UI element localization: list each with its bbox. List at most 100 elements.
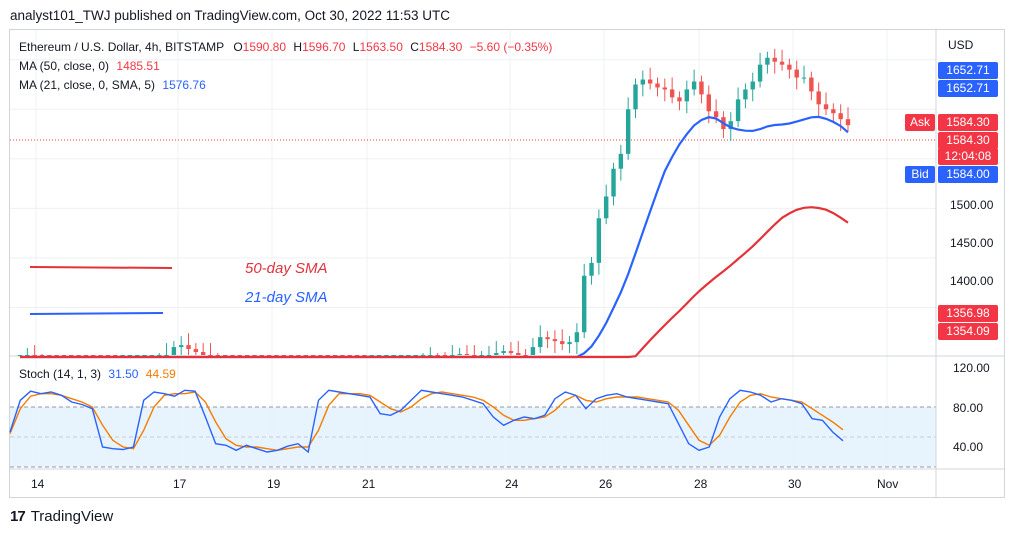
candle-body	[69, 355, 74, 356]
time-tick: 24	[505, 477, 519, 491]
candle-body	[772, 57, 777, 62]
candle-body	[186, 345, 191, 350]
candle-body	[472, 355, 477, 356]
candle-body	[501, 351, 506, 354]
ma21-legend-value: 1576.76	[162, 78, 206, 92]
price-tick-1450: 1450.00	[950, 236, 994, 250]
candle-body	[384, 355, 389, 356]
sma50-annotation: 50-day SMA	[245, 260, 328, 277]
candle-body	[25, 355, 30, 356]
candle-body	[567, 342, 572, 345]
candle-body	[428, 355, 433, 356]
candle-body	[193, 349, 199, 353]
time-tick: Nov	[877, 477, 899, 491]
candle-body	[633, 84, 638, 110]
ohlc-low: 1563.50	[359, 40, 403, 54]
ma50-legend[interactable]: MA (50, close, 0) 1485.51	[19, 59, 160, 73]
stoch-d-line	[9, 391, 844, 452]
candle-body	[823, 104, 829, 110]
candle-body	[83, 355, 89, 356]
candle-body	[149, 355, 155, 356]
candle-body	[516, 353, 521, 355]
candle-body	[596, 218, 602, 263]
candle-body	[91, 355, 96, 356]
bid-value: 1584.00	[938, 166, 998, 183]
stoch-legend-label: Stoch (14, 1, 3)	[19, 367, 102, 381]
stoch-legend[interactable]: Stoch (14, 1, 3) 31.50 44.59	[19, 367, 176, 381]
candle-body	[603, 196, 609, 219]
candle-body	[589, 262, 594, 276]
candle-body	[61, 355, 67, 356]
price-tick-1500: 1500.00	[950, 198, 994, 212]
candle-body	[259, 355, 265, 356]
candle-body	[208, 355, 213, 356]
candle-body	[794, 69, 799, 78]
candle-body	[479, 355, 484, 356]
candle-body	[303, 355, 308, 356]
ohlc-change: −5.60 (−0.35%)	[469, 40, 553, 54]
ohlc-close-label: C	[410, 40, 419, 54]
candle-body	[76, 355, 81, 356]
ma21-legend[interactable]: MA (21, close, 0, SMA, 5) 1576.76	[19, 78, 206, 92]
candle-body	[713, 111, 719, 118]
candle-body	[647, 79, 653, 84]
candle-body	[281, 355, 286, 356]
sma21-annotation: 21-day SMA	[245, 289, 328, 306]
candle-body	[127, 355, 133, 356]
candle-body	[120, 355, 125, 356]
time-tick: 14	[31, 477, 45, 491]
candle-body	[318, 355, 323, 356]
currency-label[interactable]: USD	[948, 38, 974, 52]
ohlc-high-label: H	[293, 40, 303, 54]
candle-body	[699, 81, 704, 95]
bar-countdown: 12:04:08	[938, 148, 998, 165]
candle-body	[354, 355, 360, 356]
symbol-legend: Ethereum / U.S. Dollar, 4h, BITSTAMP O15…	[19, 40, 552, 54]
candle-body	[662, 87, 668, 90]
candle-body	[296, 355, 301, 356]
time-tick: 19	[267, 477, 281, 491]
time-tick: 26	[599, 477, 613, 491]
candle-body	[765, 57, 770, 65]
candle-body	[332, 355, 338, 356]
ohlc-open-label: O	[233, 40, 243, 54]
low-tag-1: 1356.98	[938, 305, 998, 322]
ask-value: 1584.30	[938, 114, 998, 131]
candle-body	[618, 153, 624, 169]
high-tag-1: 1652.71	[938, 62, 998, 79]
candle-body	[376, 355, 382, 356]
stoch-k-value: 31.50	[108, 367, 139, 381]
candle-body	[677, 97, 682, 102]
legend-sma50-line	[29, 266, 173, 269]
candle-body	[17, 355, 23, 356]
candle-body	[32, 355, 37, 356]
publish-header: analyst101_TWJ published on TradingView.…	[10, 8, 450, 23]
candle-body	[54, 355, 59, 356]
candle-body	[288, 355, 294, 356]
brand-name: TradingView	[30, 508, 114, 525]
high-tag-2: 1652.71	[938, 80, 998, 97]
candle-body	[200, 352, 206, 355]
ma21-legend-label: MA (21, close, 0, SMA, 5)	[19, 78, 156, 92]
candle-body	[625, 109, 631, 154]
candle-body	[706, 94, 711, 112]
candle-body	[809, 77, 814, 92]
chart-frame	[9, 29, 1005, 498]
stoch-tick-40: 40.00	[953, 440, 984, 454]
candle-body	[464, 354, 470, 356]
tradingview-footer[interactable]: 17 TradingView	[10, 508, 113, 525]
candle-body	[442, 355, 448, 356]
candle-body	[750, 81, 755, 90]
ask-label: Ask	[905, 114, 935, 131]
candle-body	[142, 355, 147, 356]
candle-body	[435, 355, 440, 356]
candle-body	[787, 64, 792, 70]
candle-body	[640, 79, 646, 85]
candle-body	[611, 168, 616, 197]
candle-body	[179, 345, 184, 348]
candle-body	[831, 109, 836, 114]
candle-body	[113, 355, 118, 356]
ma50-legend-value: 1485.51	[116, 59, 160, 73]
candle-body	[310, 355, 316, 356]
candle-body	[252, 355, 257, 356]
